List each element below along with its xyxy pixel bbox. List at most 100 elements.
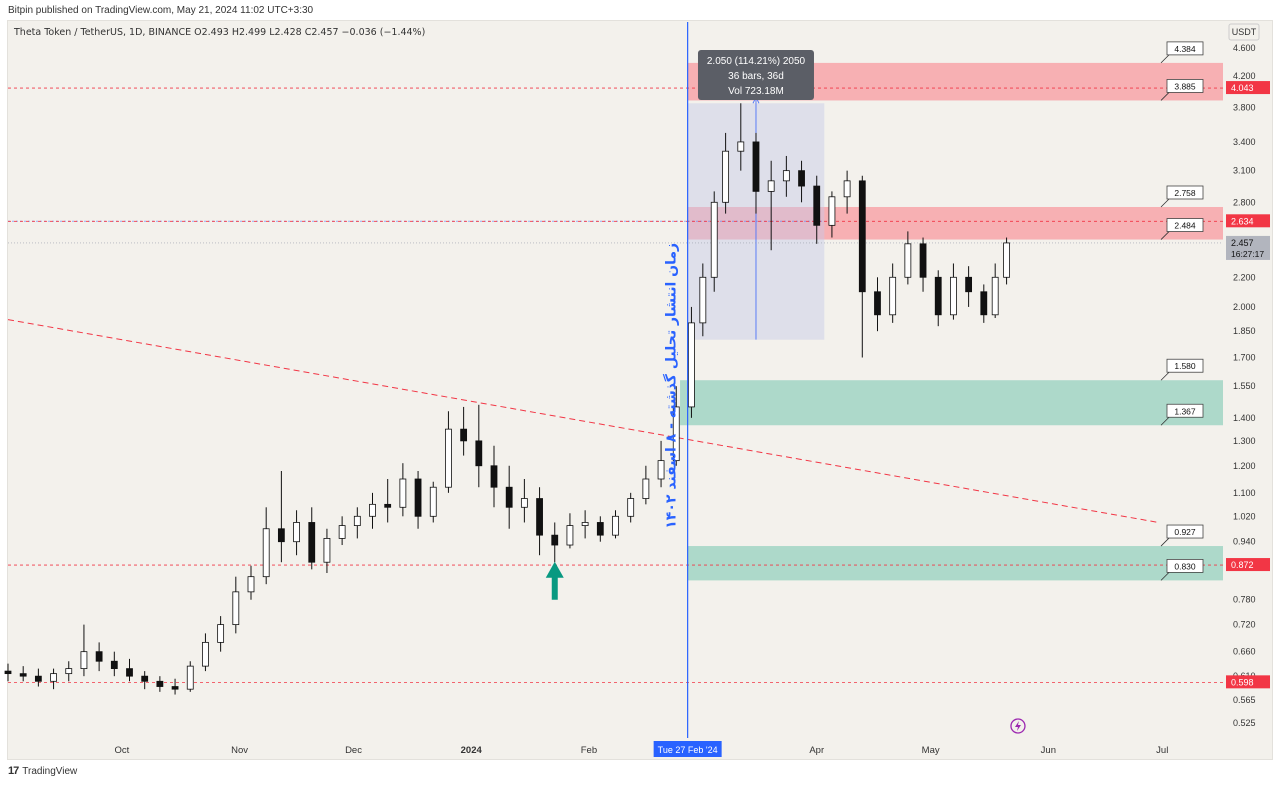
candle xyxy=(1003,237,1010,285)
descending-trend-line[interactable] xyxy=(7,319,1159,523)
candle xyxy=(353,507,361,539)
price-tick-label: 3.400 xyxy=(1233,137,1256,147)
zone-label-pointer xyxy=(1160,416,1170,426)
zone-label-pointer xyxy=(1160,231,1170,240)
tradingview-footer[interactable]: 17 TradingView xyxy=(8,765,77,777)
price-tick-label: 0.940 xyxy=(1233,537,1256,547)
time-tick-label: Jun xyxy=(1041,745,1056,756)
candle-body xyxy=(980,291,988,316)
candle-body xyxy=(581,522,589,526)
candle xyxy=(247,565,255,600)
zone-label-box[interactable] xyxy=(1166,358,1204,373)
price-tick-label: 1.700 xyxy=(1233,352,1256,362)
price-zone xyxy=(687,546,1223,581)
zone-label-text: 0.927 xyxy=(1174,527,1196,537)
price-tick-label: 0.565 xyxy=(1233,695,1256,705)
candle-body xyxy=(323,538,331,563)
candle xyxy=(612,510,619,539)
candle-body xyxy=(247,576,255,593)
vertical-line-date-tag xyxy=(653,741,722,757)
candle xyxy=(699,263,707,337)
candle xyxy=(980,284,988,323)
candle-body xyxy=(505,486,513,508)
candle xyxy=(737,103,745,171)
candle xyxy=(596,516,604,542)
candle-body xyxy=(904,243,912,278)
candle xyxy=(369,492,376,529)
zone-label-box[interactable] xyxy=(1166,524,1204,539)
price-tick-label: 0.660 xyxy=(1233,647,1256,657)
candle xyxy=(475,404,483,488)
candle-body xyxy=(308,522,316,563)
candle xyxy=(934,270,942,327)
price-tick-label: 0.525 xyxy=(1233,718,1256,728)
candle xyxy=(399,463,407,517)
price-tick-label: 4.600 xyxy=(1233,43,1256,53)
price-tick-label: 0.780 xyxy=(1233,595,1256,605)
price-tick-label: 1.100 xyxy=(1233,488,1256,498)
candle-body xyxy=(4,670,12,675)
candle xyxy=(657,440,665,488)
candle xyxy=(581,510,589,539)
zone-label-box[interactable] xyxy=(1166,41,1204,56)
price-tag-label: 0.598 xyxy=(1231,677,1254,687)
price-tick-label: 2.200 xyxy=(1233,272,1256,282)
tradingview-logo-icon: 17 xyxy=(8,765,19,777)
lightning-icon[interactable] xyxy=(1010,718,1026,734)
candle-body xyxy=(919,243,927,278)
zone-label-text: 2.758 xyxy=(1174,188,1196,198)
symbol-ohlc-line: Theta Token / TetherUS, 1D, BINANCE O2.4… xyxy=(14,27,426,38)
price-tick-label: 1.200 xyxy=(1233,461,1256,471)
candle-body xyxy=(874,291,881,316)
candle xyxy=(34,668,42,687)
price-axis[interactable] xyxy=(1224,22,1271,738)
zone-label-pointer xyxy=(1160,198,1170,208)
zone-label-box[interactable] xyxy=(1166,403,1204,418)
candle xyxy=(445,411,452,493)
price-tag xyxy=(1226,675,1270,689)
price-tag-label: 2.634 xyxy=(1231,216,1254,226)
price-tag-label: 2.457 xyxy=(1231,238,1254,248)
candle-body xyxy=(475,440,483,467)
price-zone xyxy=(687,206,1223,240)
candle-body xyxy=(752,141,760,192)
candle xyxy=(858,175,866,358)
candle-body xyxy=(202,641,209,667)
candle xyxy=(384,479,392,523)
price-tick-label: 1.020 xyxy=(1233,511,1256,521)
currency-box[interactable] xyxy=(1228,23,1260,41)
candle-body xyxy=(141,675,149,682)
candle xyxy=(672,386,680,466)
time-tick-label: Feb xyxy=(581,745,597,756)
zone-label-box[interactable] xyxy=(1166,218,1204,232)
candle xyxy=(843,170,851,214)
candle-body xyxy=(642,478,650,499)
zone-label-pointer xyxy=(1160,371,1170,381)
candle-body xyxy=(672,406,680,462)
candle-body xyxy=(414,478,422,517)
candle xyxy=(965,266,973,307)
candle-body xyxy=(612,515,619,536)
price-tag xyxy=(1226,235,1270,260)
zone-label-box[interactable] xyxy=(1166,185,1204,200)
candle-body xyxy=(338,525,346,539)
candle-body xyxy=(217,624,225,643)
candle xyxy=(889,263,897,323)
price-tick-label: 0.720 xyxy=(1233,620,1256,630)
quote-currency-label: USDT xyxy=(1232,27,1257,37)
candle xyxy=(642,465,650,505)
candle xyxy=(627,492,635,523)
zone-label-box[interactable] xyxy=(1166,559,1204,573)
candle xyxy=(782,155,790,197)
candle xyxy=(156,676,164,692)
candle xyxy=(186,661,194,692)
candle xyxy=(429,481,437,523)
zone-label-box[interactable] xyxy=(1166,79,1204,93)
time-tick-label: Oct xyxy=(115,745,130,756)
zone-label-text: 0.830 xyxy=(1174,561,1196,571)
candle xyxy=(566,513,574,549)
zone-label-text: 4.384 xyxy=(1174,44,1196,54)
price-zone xyxy=(680,380,1223,426)
price-tick-label: 3.800 xyxy=(1233,102,1256,112)
